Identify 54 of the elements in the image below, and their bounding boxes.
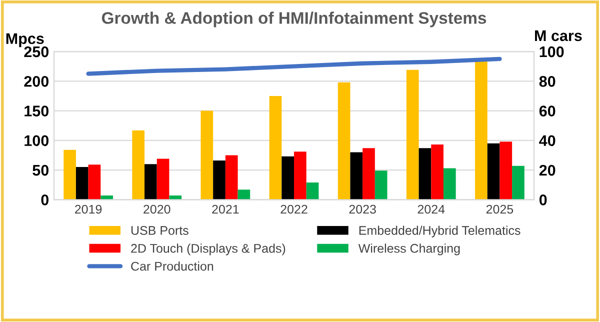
bar [487,143,500,200]
legend-label: Embedded/Hybrid Telematics [359,226,520,238]
y2-axis-title: M cars [535,30,582,42]
bar [500,142,512,200]
bar [475,60,488,200]
bar [294,152,306,200]
chart-title: Growth & Adoption of HMI/Infotainment Systems [102,12,486,28]
bar [156,158,170,200]
y-tick-label: 150 [24,106,49,116]
x-tick-label: 2024 [418,204,445,214]
bar [362,148,375,200]
bar [406,70,419,200]
bar [225,155,238,200]
bar [132,130,145,200]
bar [64,150,76,200]
x-tick-label: 2019 [75,204,102,214]
bar [431,144,444,200]
bar [418,148,432,200]
bar [306,182,319,200]
x-tick-label: 2023 [349,204,376,214]
bar [443,168,456,200]
y2-tick-label: 80 [539,76,556,87]
bar [350,152,363,200]
x-tick-label: 2020 [144,204,170,214]
bar [238,190,250,200]
x-tick-label: 2021 [212,204,239,214]
y2-tick-label: 100 [540,46,564,58]
y2-tick-label: 60 [539,106,556,116]
y-tick-label: 100 [24,135,49,146]
bar [282,156,294,200]
bar [200,110,214,200]
legend-label: Wireless Charging [358,244,460,256]
y2-tick-label: 20 [539,164,556,176]
y-tick-label: 250 [24,46,49,58]
x-tick-label: 2025 [486,204,514,214]
legend-label: USB Ports [131,226,188,235]
bar [76,167,88,200]
bar [338,82,350,200]
bar [144,164,157,200]
bar [512,166,524,200]
bar [374,170,388,200]
line-series [86,56,502,76]
y-tick-label: 200 [24,76,49,87]
legend-label: Car Production [131,262,214,271]
bar [88,164,101,200]
bar [269,96,282,200]
y2-tick-label: 0 [539,194,547,206]
x-tick-label: 2022 [280,204,308,214]
y2-tick-label: 40 [539,135,556,146]
bar [213,160,226,200]
y-tick-label: 0 [41,194,49,206]
y-tick-label: 50 [32,164,49,176]
legend-label: 2D Touch (Displays & Pads) [131,244,286,256]
y-axis-title: Mpcs [6,33,44,48]
